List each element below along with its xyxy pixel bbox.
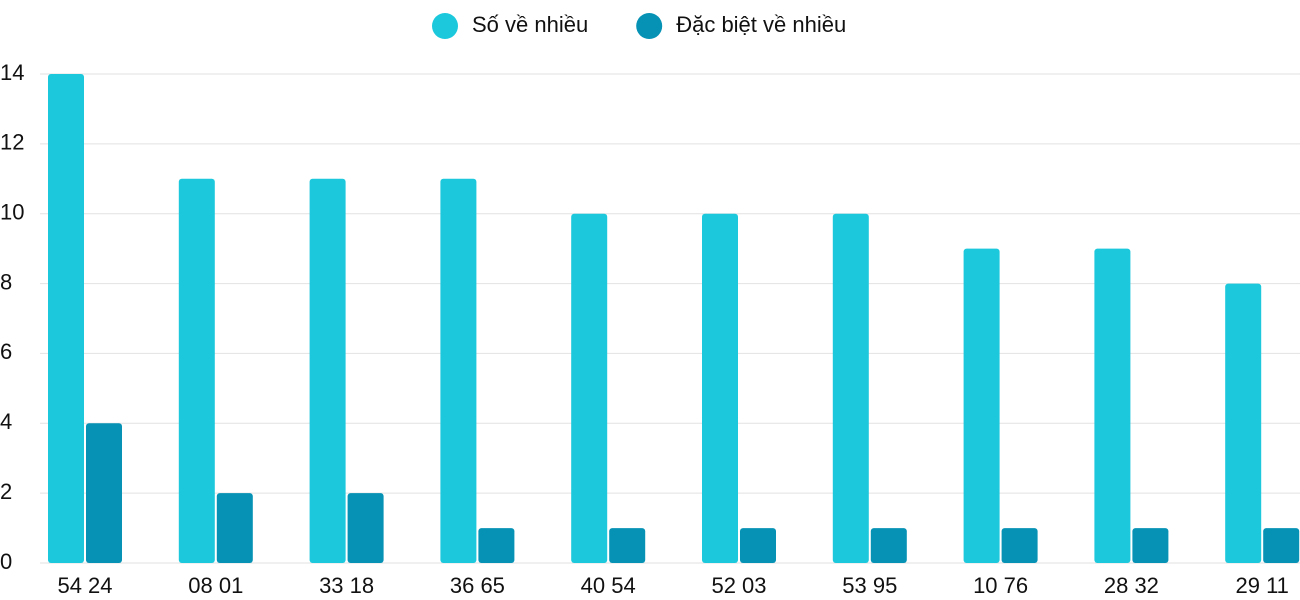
bar xyxy=(478,528,515,563)
legend-label: Số về nhiều xyxy=(472,12,588,37)
bar xyxy=(571,213,608,563)
bar xyxy=(48,74,84,563)
legend-label: Đặc biệt về nhiều xyxy=(676,12,846,37)
bar xyxy=(440,178,477,564)
x-tick-label: 40 54 xyxy=(581,573,636,598)
legend-marker xyxy=(432,13,458,39)
bar xyxy=(216,493,253,563)
y-tick-label: 14 xyxy=(0,60,24,85)
y-tick-label: 0 xyxy=(0,549,12,574)
bar xyxy=(1132,528,1169,563)
x-tick-label: 10 76 xyxy=(973,573,1028,598)
bar xyxy=(609,528,646,563)
legend-marker xyxy=(636,13,663,39)
bar xyxy=(832,213,869,563)
bar xyxy=(347,493,384,563)
bar xyxy=(86,423,122,563)
x-tick-label: 08 01 xyxy=(188,573,243,598)
y-tick-label: 12 xyxy=(0,130,24,155)
x-tick-label: 52 03 xyxy=(711,573,766,598)
bar xyxy=(178,178,215,564)
x-tick-label: 36 65 xyxy=(450,573,505,598)
y-tick-label: 4 xyxy=(0,409,12,434)
x-tick-label: 54 24 xyxy=(57,573,112,598)
y-tick-label: 8 xyxy=(0,269,12,294)
x-tick-label: 53 95 xyxy=(842,573,897,598)
y-tick-label: 2 xyxy=(0,479,12,504)
bar xyxy=(963,248,1000,563)
y-tick-label: 10 xyxy=(0,200,24,225)
bar xyxy=(1094,248,1131,563)
bar xyxy=(1225,283,1262,563)
bar xyxy=(1263,528,1300,563)
x-tick-label: 29 11 xyxy=(1235,573,1288,598)
x-tick-label: 33 18 xyxy=(319,573,374,598)
bar xyxy=(702,213,738,563)
bar xyxy=(309,178,346,564)
y-tick-label: 6 xyxy=(0,339,12,364)
x-tick-label: 28 32 xyxy=(1104,573,1159,598)
bar xyxy=(740,528,776,563)
bar xyxy=(1001,528,1038,563)
legend: Số về nhiều Đặc biệt về nhiều xyxy=(432,12,846,39)
bar xyxy=(870,528,907,563)
